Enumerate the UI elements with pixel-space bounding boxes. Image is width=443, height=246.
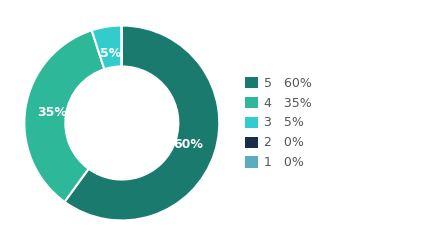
Text: 5%: 5% — [100, 47, 121, 60]
Wedge shape — [24, 30, 105, 202]
Wedge shape — [65, 26, 219, 220]
Text: 35%: 35% — [38, 106, 67, 119]
Wedge shape — [92, 26, 122, 69]
Legend: 5   60%, 4   35%, 3   5%, 2   0%, 1   0%: 5 60%, 4 35%, 3 5%, 2 0%, 1 0% — [245, 77, 312, 169]
Text: 60%: 60% — [174, 138, 203, 151]
